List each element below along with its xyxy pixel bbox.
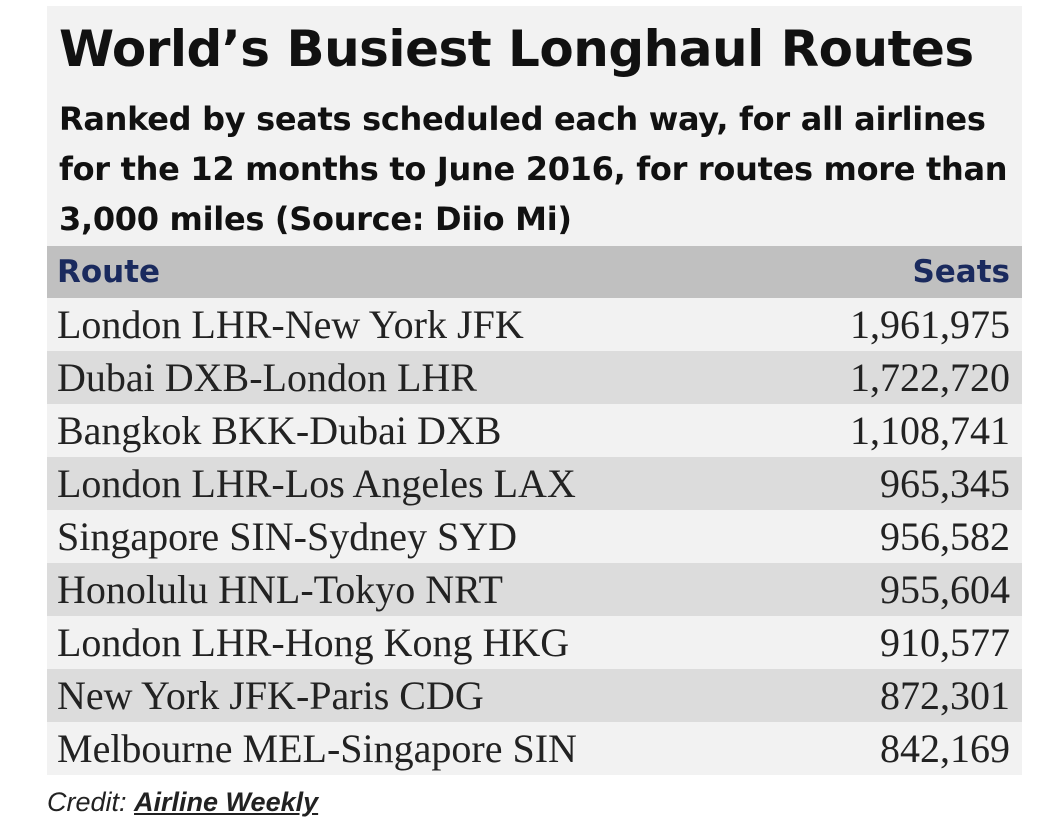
table-row: Singapore SIN-Sydney SYD 956,582 <box>47 510 1022 563</box>
route-cell: New York JFK-Paris CDG <box>57 673 484 718</box>
seats-cell: 965,345 <box>880 461 1010 506</box>
route-cell: Dubai DXB-London LHR <box>57 355 477 400</box>
seats-cell: 955,604 <box>880 567 1010 612</box>
chart-figure: World’s Busiest Longhaul Routes Ranked b… <box>47 6 1022 775</box>
column-header-seats: Seats <box>912 254 1010 290</box>
route-cell: Bangkok BKK-Dubai DXB <box>57 408 502 453</box>
table-row: Melbourne MEL-Singapore SIN 842,169 <box>47 722 1022 775</box>
route-cell: London LHR-New York JFK <box>57 302 524 347</box>
table-row: London LHR-Hong Kong HKG 910,577 <box>47 616 1022 669</box>
table-row: Dubai DXB-London LHR 1,722,720 <box>47 351 1022 404</box>
route-cell: Melbourne MEL-Singapore SIN <box>57 726 577 771</box>
table-header-row: Route Seats <box>47 246 1022 298</box>
column-header-route: Route <box>57 254 161 290</box>
table-row: London LHR-New York JFK 1,961,975 <box>47 298 1022 351</box>
seats-cell: 1,961,975 <box>850 302 1010 347</box>
routes-table: Route Seats London LHR-New York JFK 1,961… <box>47 246 1022 775</box>
seats-cell: 1,108,741 <box>850 408 1010 453</box>
seats-cell: 956,582 <box>880 514 1010 559</box>
route-cell: Singapore SIN-Sydney SYD <box>57 514 517 559</box>
route-cell: London LHR-Los Angeles LAX <box>57 461 576 506</box>
credit-prefix: Credit: <box>47 787 135 817</box>
chart-title: World’s Busiest Longhaul Routes <box>59 20 974 78</box>
table-row: Honolulu HNL-Tokyo NRT 955,604 <box>47 563 1022 616</box>
table-row: Bangkok BKK-Dubai DXB 1,108,741 <box>47 404 1022 457</box>
table-row: New York JFK-Paris CDG 872,301 <box>47 669 1022 722</box>
table-body: London LHR-New York JFK 1,961,975 Dubai DX… <box>47 298 1022 775</box>
seats-cell: 910,577 <box>880 620 1010 665</box>
table-row: London LHR-Los Angeles LAX 965,345 <box>47 457 1022 510</box>
route-cell: Honolulu HNL-Tokyo NRT <box>57 567 503 612</box>
seats-cell: 872,301 <box>880 673 1010 718</box>
chart-subtitle: Ranked by seats scheduled each way, for … <box>59 100 1008 238</box>
credit-line: Credit: Airline Weekly <box>47 782 318 822</box>
route-cell: London LHR-Hong Kong HKG <box>57 620 570 665</box>
seats-cell: 842,169 <box>880 726 1010 771</box>
credit-link[interactable]: Airline Weekly <box>134 787 319 817</box>
seats-cell: 1,722,720 <box>850 355 1010 400</box>
